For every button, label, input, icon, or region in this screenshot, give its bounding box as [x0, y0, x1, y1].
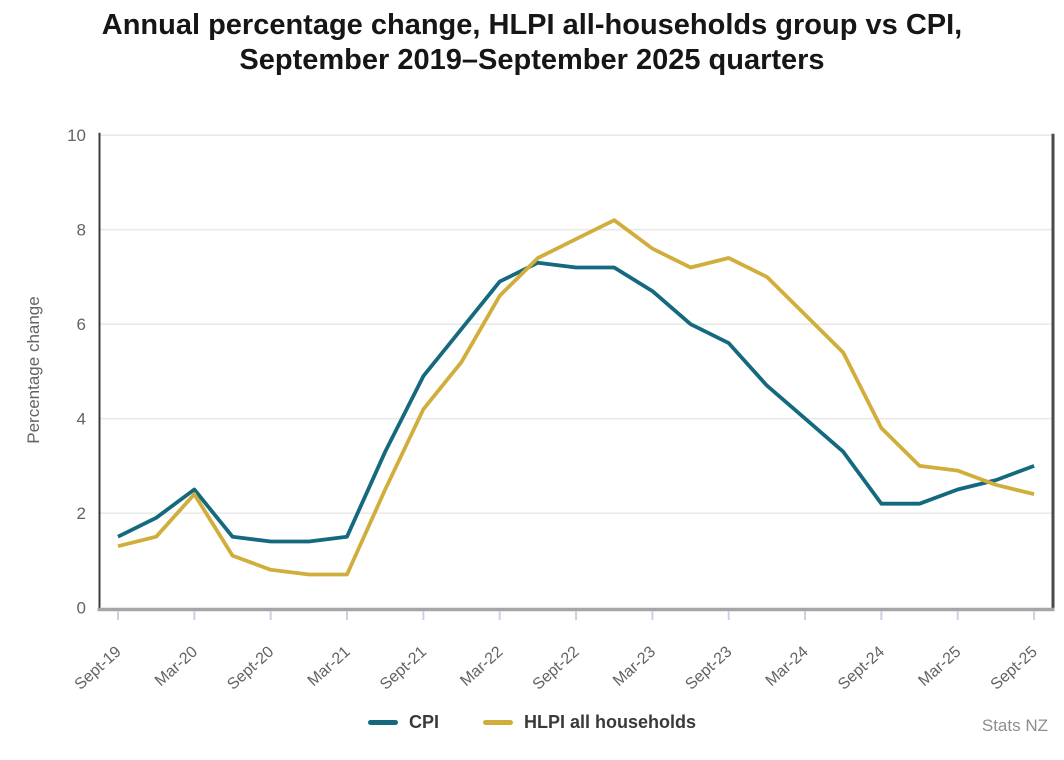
y-tick-label: 8: [77, 221, 86, 240]
y-tick-label: 2: [77, 504, 86, 523]
hlpi-line-swatch-icon: [482, 720, 513, 725]
x-tick-label: Mar-25: [915, 643, 964, 690]
y-tick-label: 6: [77, 315, 86, 334]
x-tick-label: Sept-23: [682, 643, 735, 693]
cpi-line-swatch-icon: [367, 720, 398, 725]
chart-title: Annual percentage change, HLPI all-house…: [101, 9, 963, 76]
hlpi-line: [117, 218, 1035, 577]
x-tick-label: Sept-19: [72, 643, 125, 693]
x-tick-label: Sept-25: [988, 643, 1041, 693]
x-tick-label: Mar-21: [305, 643, 354, 690]
y-tick-label: 4: [77, 410, 86, 429]
x-tick-label: Mar-24: [763, 643, 812, 690]
legend-item-cpi: CPI: [367, 712, 439, 733]
cpi-line: [117, 260, 1035, 544]
source-attribution: Stats NZ: [981, 716, 1048, 735]
x-tick-label: Mar-22: [457, 643, 506, 690]
x-tick-label: Sept-21: [377, 643, 430, 693]
legend-item-hlpi: HLPI all households: [482, 712, 697, 733]
y-tick-label: 10: [67, 126, 86, 145]
legend-label-cpi: CPI: [408, 712, 439, 732]
x-tick-label: Mar-23: [610, 643, 659, 690]
y-tick-label: 0: [77, 599, 86, 618]
chart-legend: CPI HLPI all households: [0, 712, 1064, 733]
x-tick-label: Sept-22: [530, 643, 583, 693]
x-tick-label: Sept-20: [224, 643, 277, 693]
x-tick-label: Sept-24: [835, 643, 888, 693]
legend-label-hlpi: HLPI all households: [523, 712, 697, 732]
x-tick-label: Mar-20: [152, 643, 201, 690]
